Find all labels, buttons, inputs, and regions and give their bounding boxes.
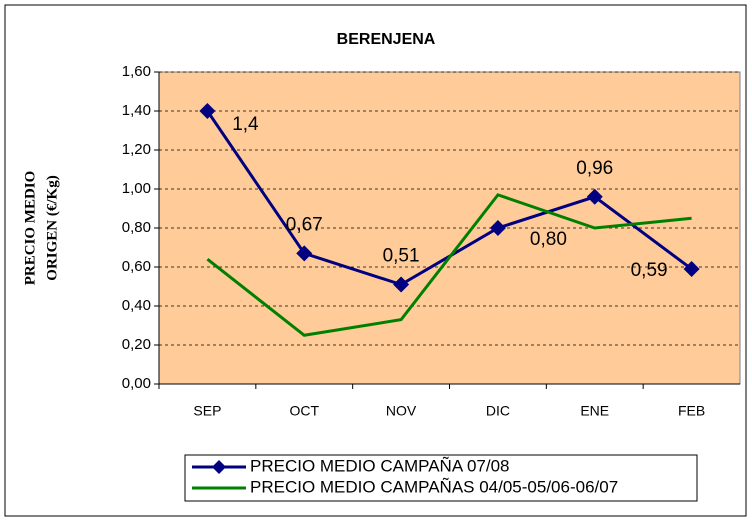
y-tick-label: 1,60 [122,63,151,80]
y-tick-label: 0,40 [122,297,151,314]
legend-label: PRECIO MEDIO CAMPAÑA 07/08 [250,456,509,475]
legend-label: PRECIO MEDIO CAMPAÑAS 04/05-05/06-06/07 [250,477,618,496]
data-label: 1,4 [232,114,259,135]
y-tick-label: 0,20 [122,336,151,353]
point-marker [393,276,410,293]
point-marker [489,220,506,236]
point-marker [683,260,700,277]
point-marker [586,188,603,205]
x-tick-label: OCT [289,403,319,419]
chart-title: BERENJENA [337,31,436,48]
data-label: 0,59 [631,260,668,281]
x-tick-label: SEP [193,403,221,419]
data-label: 0,67 [286,214,323,235]
y-tick-label: 1,40 [122,102,151,119]
y-tick-label: 1,20 [122,141,151,158]
x-tick-label: DIC [486,403,510,419]
y-label-line: PRECIO MEDIO [22,171,38,286]
y-tick-label: 0,60 [122,258,151,275]
data-label: 0,96 [576,158,613,179]
x-tick-label: FEB [678,403,705,419]
data-label: 0,51 [383,246,420,267]
legend-marker [212,460,226,474]
y-label-line: ORIGEN (€/Kg) [44,175,60,280]
y-tick-label: 0,80 [122,219,151,236]
legend-box [184,454,698,502]
y-tick-label: 1,00 [122,180,151,197]
point-marker [296,245,313,262]
y-tick-label: 0,00 [122,375,151,392]
x-tick-label: NOV [386,403,417,419]
y-axis-label: PRECIO MEDIO ORIGEN (€/Kg) [22,171,60,286]
series-line [206,193,692,337]
point-marker [199,103,216,119]
data-label: 0,80 [530,229,567,250]
x-tick-label: ENE [580,403,609,419]
